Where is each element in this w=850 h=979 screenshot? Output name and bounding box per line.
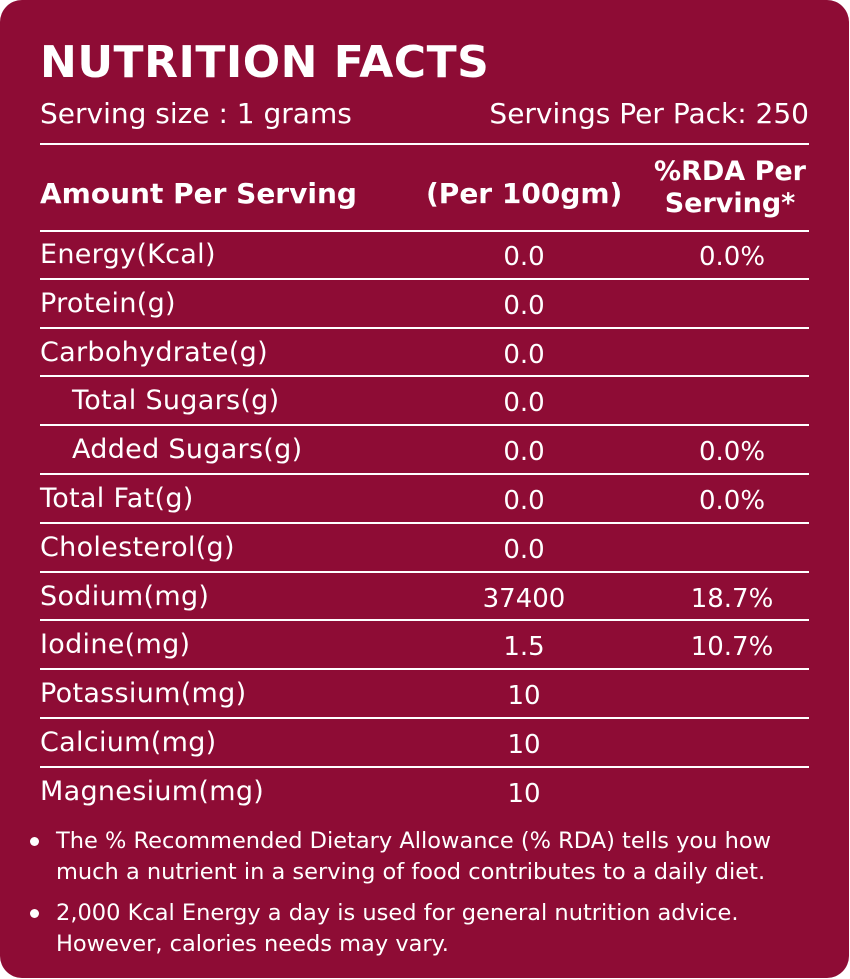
table-row: Sodium(mg) 37400 18.7% <box>40 573 809 622</box>
nutrient-rda: 10.7% <box>690 632 774 663</box>
nutrient-name: Energy(Kcal) <box>40 239 216 270</box>
nutrient-per-100gm: 0.0 <box>503 534 545 565</box>
serving-size: Serving size : 1 grams <box>40 97 352 130</box>
nutrient-name: Total Fat(g) <box>40 482 194 514</box>
table-row: Magnesium(mg) 10 <box>40 768 809 817</box>
nutrient-per-100gm: 0.0 <box>503 339 545 370</box>
divider <box>40 143 809 145</box>
table-row: Total Sugars(g) 0.0 <box>40 377 809 427</box>
nutrient-name: Protein(g) <box>40 287 176 319</box>
header-rda-line1: %RDA Per <box>654 156 806 187</box>
nutrient-rda: 18.7% <box>690 583 774 614</box>
nutrient-name: Magnesium(mg) <box>40 775 265 807</box>
header-rda-per-serving: %RDA Per Serving* <box>640 156 820 220</box>
table-row: Carbohydrate(g) 0.0 <box>40 329 809 378</box>
table-row: Calcium(mg) 10 <box>40 719 809 768</box>
footnote-text: 2,000 Kcal Energy a day is used for gene… <box>56 900 739 957</box>
nutrient-per-100gm: 10 <box>507 729 541 760</box>
nutrient-name: Iodine(mg) <box>40 629 191 661</box>
nutrient-per-100gm: 37400 <box>482 583 566 614</box>
servings-per-pack: Servings Per Pack: 250 <box>489 97 809 130</box>
table-row: Total Fat(g) 0.0 0.0% <box>40 475 809 524</box>
footnote-item: The % Recommended Dietary Allowance (% R… <box>28 826 828 888</box>
nutrient-per-100gm: 1.5 <box>503 632 545 663</box>
nutrient-per-100gm: 10 <box>507 778 541 809</box>
nutrient-name: Cholesterol(g) <box>40 531 235 563</box>
nutrient-name: Carbohydrate(g) <box>40 336 268 368</box>
footnotes: The % Recommended Dietary Allowance (% R… <box>28 826 828 970</box>
header-per-100gm: (Per 100gm) <box>426 177 623 210</box>
table-row: Cholesterol(g) 0.0 <box>40 524 809 573</box>
nutrient-name: Potassium(mg) <box>40 678 247 710</box>
table-row: Added Sugars(g) 0.0 0.0% <box>40 426 809 475</box>
nutrient-name: Calcium(mg) <box>40 726 217 758</box>
footnote-text: The % Recommended Dietary Allowance (% R… <box>56 828 772 885</box>
nutrient-rda: 0.0% <box>698 437 766 468</box>
nutrient-per-100gm: 10 <box>507 681 541 712</box>
table-row: Iodine(mg) 1.5 10.7% <box>40 621 809 671</box>
nutrient-name: Added Sugars(g) <box>72 434 303 466</box>
nutrient-rda: 0.0% <box>698 485 766 516</box>
nutrient-per-100gm: 0.0 <box>503 242 545 272</box>
nutrient-per-100gm: 0.0 <box>503 437 545 468</box>
table-row: Potassium(mg) 10 <box>40 670 809 719</box>
nutrient-name: Sodium(mg) <box>40 580 210 612</box>
nutrient-per-100gm: 0.0 <box>503 485 545 516</box>
bullet-icon <box>30 909 39 918</box>
nutrient-table: Energy(Kcal) 0.0 0.0% Protein(g) 0.0 Carbohyd… <box>40 231 809 817</box>
header-amount-per-serving: Amount Per Serving <box>40 177 357 210</box>
nutrient-per-100gm: 0.0 <box>503 388 545 419</box>
page-title: NUTRITION FACTS <box>40 37 490 88</box>
divider <box>40 230 809 232</box>
nutrient-per-100gm: 0.0 <box>503 290 545 321</box>
table-row: Protein(g) 0.0 <box>40 280 809 329</box>
table-row: Energy(Kcal) 0.0 0.0% <box>40 231 809 280</box>
footnote-item: 2,000 Kcal Energy a day is used for gene… <box>28 898 828 960</box>
header-rda-line2: Serving* <box>664 188 796 219</box>
bullet-icon <box>30 837 39 846</box>
nutrient-name: Total Sugars(g) <box>72 385 280 417</box>
nutrient-rda: 0.0% <box>698 242 766 272</box>
